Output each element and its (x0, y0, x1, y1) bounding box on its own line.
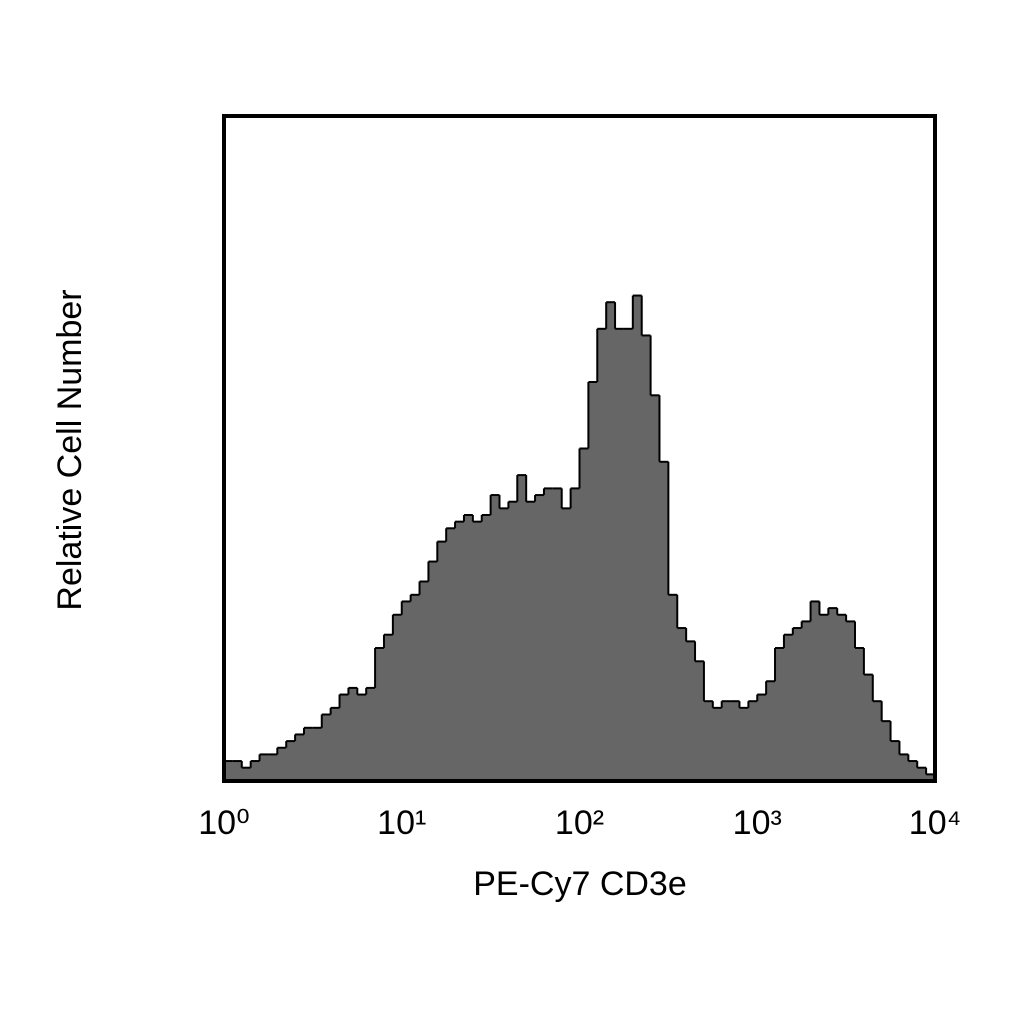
histogram-bar (543, 488, 554, 781)
x-tick-label: 10² (555, 804, 604, 842)
histogram-bar (348, 687, 358, 781)
histogram-bar (855, 648, 865, 781)
histogram-bar (597, 328, 607, 781)
x-tick-label: 10⁴ (909, 804, 961, 842)
histogram-bar (490, 495, 500, 781)
histogram-bar (259, 754, 269, 781)
histogram-bar (650, 395, 660, 781)
histogram-bar (623, 328, 634, 781)
histogram-bar (312, 727, 323, 781)
histogram-bar (899, 754, 909, 781)
histogram-bar (286, 741, 296, 781)
histogram-bar (295, 734, 305, 781)
histogram-bar (668, 594, 678, 781)
histogram-bar (801, 621, 811, 781)
histogram-bar (819, 614, 829, 781)
histogram-bar (872, 701, 883, 781)
histogram-bar (632, 295, 643, 781)
histogram-bar (339, 694, 349, 781)
histogram-bar (926, 774, 936, 781)
histogram-bar (517, 475, 527, 781)
histogram-bar (383, 634, 394, 781)
histogram-bar (570, 488, 580, 781)
histogram-bar (499, 508, 509, 781)
histogram-bar (410, 594, 420, 781)
histogram-bar (437, 541, 447, 781)
histogram-bar (481, 515, 492, 781)
histogram-bar (730, 701, 740, 781)
histogram-bar (463, 515, 474, 781)
histogram-bar (472, 521, 483, 781)
histogram-bar (277, 747, 287, 781)
histogram-bar (588, 382, 598, 781)
histogram-bar (268, 754, 278, 781)
histogram-bar (775, 648, 785, 781)
histogram-bar (375, 648, 385, 781)
x-tick-label: 10⁰ (198, 804, 249, 842)
histogram-bar (224, 761, 234, 781)
histogram-bar (917, 767, 927, 781)
histogram-bar (695, 661, 705, 781)
plot-area (224, 294, 936, 781)
histogram-bar (712, 707, 723, 781)
histogram-bar (739, 707, 749, 781)
histogram-bar (686, 641, 696, 781)
histogram-bar (837, 614, 847, 781)
histogram-bar (552, 488, 563, 781)
histogram-bar (366, 687, 376, 781)
histogram-bar (241, 767, 252, 781)
histogram-bar (455, 521, 465, 781)
histogram-bar (766, 681, 776, 781)
histogram-bar (757, 694, 767, 781)
histogram-bar (401, 601, 412, 781)
histogram-bar (250, 761, 260, 781)
histogram-bar (392, 614, 403, 781)
histogram-bar (446, 528, 456, 781)
histogram-bar (535, 495, 545, 781)
histogram-bar (419, 581, 429, 781)
x-tick-label: 10³ (733, 804, 782, 842)
histogram-bar (232, 761, 243, 781)
histogram-bar (357, 694, 367, 781)
histogram-bar (606, 302, 616, 781)
plot-frame (222, 114, 937, 783)
histogram-bar (321, 714, 332, 781)
histogram-bar (615, 328, 625, 781)
histogram-bar (783, 634, 794, 781)
histogram-bar (890, 741, 900, 781)
histogram-bar (881, 721, 891, 781)
histogram-bar (792, 628, 803, 781)
histogram-bar (526, 501, 536, 781)
histogram-bar (677, 628, 687, 781)
x-tick-label: 10¹ (377, 804, 426, 842)
histogram-bar (748, 701, 758, 781)
histogram-bar (428, 561, 438, 781)
histogram-bar (703, 701, 714, 781)
histogram-bar (330, 707, 340, 781)
histogram-bar (908, 761, 918, 781)
histogram-bar (508, 501, 518, 781)
histogram-bar (863, 674, 874, 781)
histogram-bar (659, 461, 669, 781)
histogram-bar (721, 701, 731, 781)
histogram-bar (303, 727, 314, 781)
y-axis-label: Relative Cell Number (51, 289, 89, 610)
histogram-bar (846, 621, 856, 781)
histogram-bar (810, 601, 820, 781)
histogram-bar (561, 508, 572, 781)
histogram-bar (579, 448, 589, 781)
histogram-bar (828, 608, 838, 781)
x-axis-label: PE-Cy7 CD3e (473, 865, 687, 903)
histogram-bar (641, 335, 652, 781)
